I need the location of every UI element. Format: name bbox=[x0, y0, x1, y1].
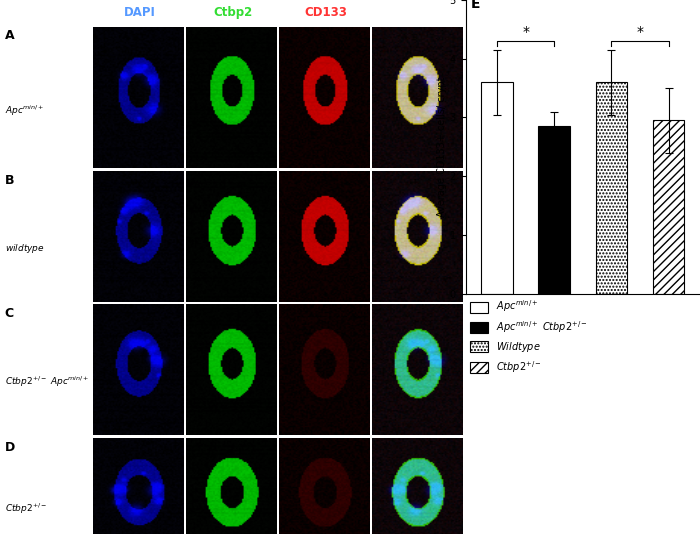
Text: $wildtype$: $wildtype$ bbox=[5, 242, 44, 255]
Bar bbox=[596, 82, 627, 294]
Text: *: * bbox=[522, 25, 529, 39]
Text: CD133: CD133 bbox=[304, 5, 347, 19]
Text: E: E bbox=[471, 0, 481, 11]
Text: $Ctbp2^{+/-}$ $Apc^{min/+}$: $Ctbp2^{+/-}$ $Apc^{min/+}$ bbox=[5, 375, 89, 389]
Text: B: B bbox=[5, 174, 14, 186]
Legend: $Apc^{min/+}$, $Apc^{min/+}$ $Ctbp2^{+/-}$, $Wildtype$, $Ctbp2^{+/-}$: $Apc^{min/+}$, $Apc^{min/+}$ $Ctbp2^{+/-… bbox=[470, 299, 587, 374]
Text: $Apc^{min/+}$: $Apc^{min/+}$ bbox=[5, 104, 44, 117]
Text: C: C bbox=[5, 307, 14, 320]
Text: Merge: Merge bbox=[398, 5, 440, 19]
Bar bbox=[538, 126, 570, 294]
Text: Ctbp2: Ctbp2 bbox=[213, 5, 253, 19]
Text: $Ctbp2^{+/-}$: $Ctbp2^{+/-}$ bbox=[5, 502, 47, 516]
Bar bbox=[653, 120, 685, 294]
Text: *: * bbox=[636, 25, 643, 39]
Text: DAPI: DAPI bbox=[124, 5, 155, 19]
Text: D: D bbox=[5, 441, 15, 453]
Text: A: A bbox=[5, 29, 14, 42]
Y-axis label: Average CD133+ cells/ crypt: Average CD133+ cells/ crypt bbox=[437, 76, 447, 217]
Bar bbox=[481, 82, 512, 294]
